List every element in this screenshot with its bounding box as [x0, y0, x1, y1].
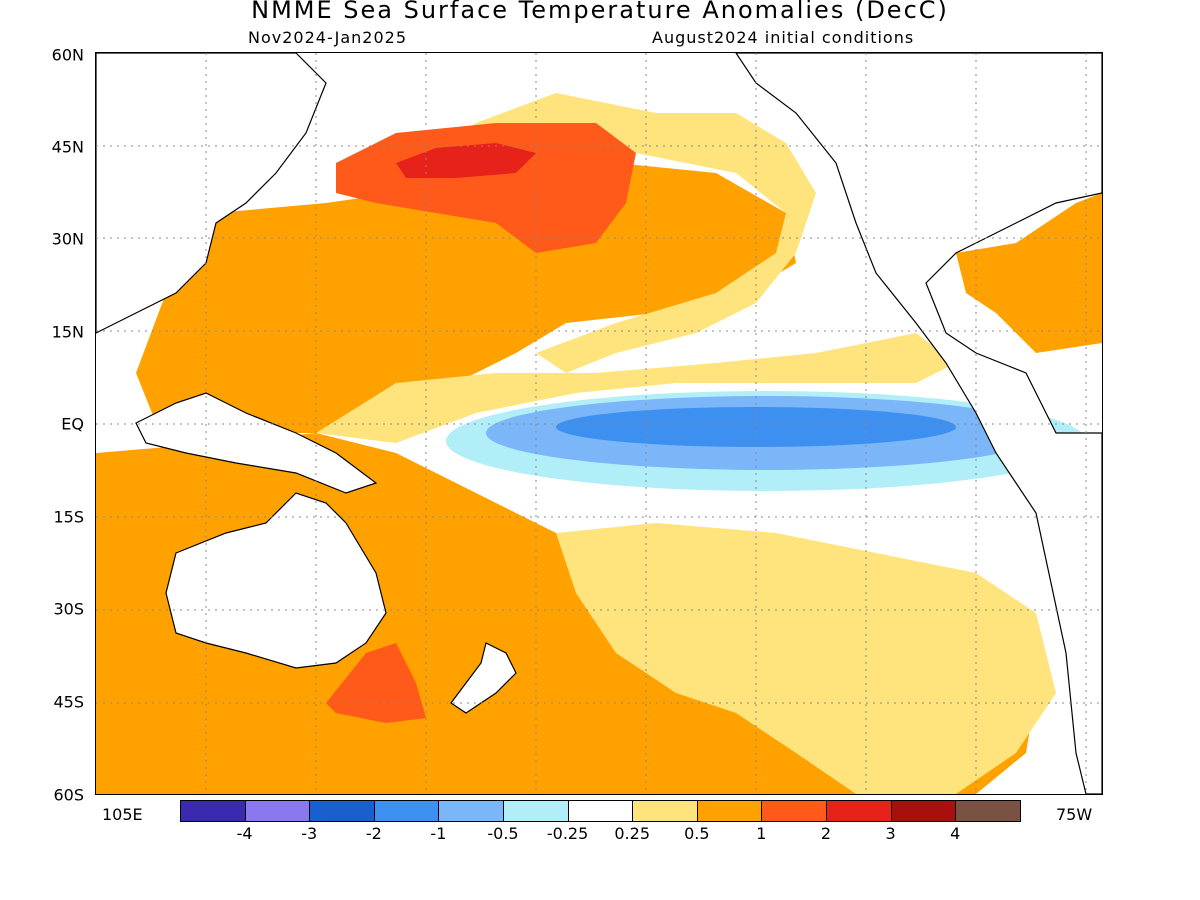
- graticule: [96, 53, 1102, 794]
- colorbar-swatch: [180, 800, 246, 822]
- colorbar-swatch: [696, 800, 763, 822]
- colorbar-swatch: [373, 800, 440, 822]
- colorbar-label: 2: [820, 824, 832, 843]
- colorbar-swatch: [503, 800, 569, 822]
- colorbar-swatch: [890, 800, 957, 822]
- lon-label-left: 105E: [102, 805, 143, 824]
- colorbar-label: 4: [950, 824, 961, 843]
- land-australia: [165, 492, 387, 669]
- land-new-zealand: [450, 642, 517, 714]
- colorbar-label: -3: [301, 824, 318, 843]
- colorbar-swatch: [761, 800, 827, 822]
- initial-conditions: August2024 initial conditions: [652, 28, 915, 47]
- lon-label-right: 75W: [1056, 805, 1093, 824]
- colorbar-swatch: [244, 800, 311, 822]
- colorbar-swatch: [955, 800, 1021, 822]
- anomaly-region-se-yellow: [556, 523, 1056, 794]
- colorbar-label: 3: [885, 824, 896, 843]
- lat-label-30n: 30N: [51, 229, 84, 249]
- colorbar-label: -4: [236, 824, 253, 843]
- anomaly-region-n-pacific-dark-red: [396, 143, 536, 178]
- colorbar-label: -0.5: [487, 824, 519, 843]
- anomaly-region-atlantic: [956, 193, 1102, 353]
- anomaly-region-eq-yellow: [316, 333, 956, 443]
- lat-label-eq: EQ: [61, 414, 84, 434]
- land-indonesia: [135, 392, 378, 494]
- colorbar-swatch: [309, 800, 375, 822]
- lat-label-45s: 45S: [53, 692, 84, 712]
- lat-label-30s: 30S: [53, 599, 84, 619]
- cold-tongue-core: [556, 407, 956, 447]
- colorbar-label: 1: [756, 824, 767, 843]
- colorbar-swatch: [438, 800, 504, 822]
- lat-label-60n: 60N: [51, 45, 84, 65]
- forecast-period: Nov2024-Jan2025: [248, 28, 407, 47]
- anomaly-region-tasman-red: [326, 643, 426, 723]
- lat-label-60s: 60S: [53, 785, 84, 805]
- chart-title: NMME Sea Surface Temperature Anomalies (…: [251, 0, 949, 24]
- lat-label-15s: 15S: [53, 507, 84, 527]
- lat-label-45n: 45N: [51, 137, 84, 157]
- map-canvas: [96, 53, 1102, 794]
- colorbar-label: -0.25: [546, 824, 589, 843]
- colorbar-swatch: [826, 800, 892, 822]
- lat-label-15n: 15N: [51, 322, 84, 342]
- colorbar-label: 0.25: [614, 824, 650, 843]
- colorbar-label: -2: [365, 824, 382, 843]
- colorbar-label: -1: [430, 824, 447, 843]
- colorbar-swatch: [632, 800, 698, 822]
- anomaly-map: [95, 52, 1103, 795]
- anomaly-region-n-pacific-red: [336, 123, 636, 253]
- anomaly-region-nw-pacific: [136, 163, 796, 433]
- colorbar-label: 0.5: [684, 824, 710, 843]
- colorbar-swatch: [567, 800, 634, 822]
- land-asia: [96, 53, 327, 334]
